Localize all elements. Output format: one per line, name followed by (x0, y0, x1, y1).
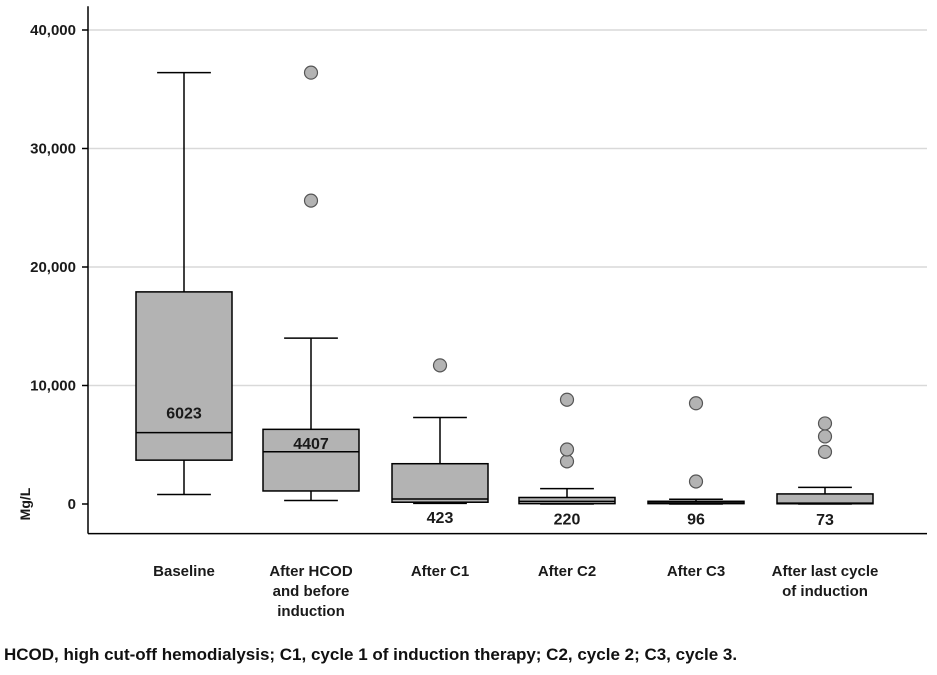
axes (82, 6, 927, 535)
box-group (647, 396, 745, 505)
box-group (135, 71, 233, 496)
x-category-label: After C3 (667, 563, 725, 580)
iqr-box (518, 496, 616, 505)
median-value-label: 6023 (166, 406, 202, 423)
box-group (391, 358, 489, 505)
labels: 0 10,000 20,000 30,000 40,000 Mg/L 6023 4407 423… (17, 22, 878, 620)
y-tick-label: 20,000 (30, 259, 76, 276)
outlier-point (817, 416, 833, 431)
outlier-point (559, 392, 575, 407)
outlier-point (303, 65, 319, 80)
outlier-point (559, 442, 575, 457)
x-category-label: After C1 (411, 563, 469, 580)
x-category-label: Baseline (153, 563, 215, 580)
median-value-label: 96 (687, 512, 705, 529)
outlier-point (559, 454, 575, 469)
iqr-box (135, 291, 233, 461)
iqr-box (776, 493, 874, 505)
iqr-box (391, 462, 489, 503)
y-tick-label: 30,000 (30, 141, 76, 158)
y-tick-label: 0 (68, 496, 76, 513)
gridlines (88, 29, 927, 387)
outlier-point (432, 358, 448, 373)
y-tick-label: 10,000 (30, 378, 76, 395)
iqr-box (262, 428, 360, 492)
median-value-label: 4407 (293, 436, 329, 453)
median-value-label: 220 (554, 512, 581, 529)
box-group (518, 392, 616, 505)
x-category-label: After HCOD and before induction (269, 563, 353, 620)
x-category-label: After C2 (538, 563, 596, 580)
outlier-point (688, 474, 704, 489)
box-group (262, 65, 360, 502)
y-axis-title: Mg/L (17, 487, 33, 520)
median-value-label: 73 (816, 512, 834, 529)
outlier-point (688, 396, 704, 411)
boxes (135, 65, 874, 505)
x-category-label: After last cycle of induction (772, 563, 879, 600)
outlier-point (303, 193, 319, 208)
box-group (776, 416, 874, 505)
y-tick-label: 40,000 (30, 22, 76, 39)
median-value-label: 423 (427, 510, 454, 527)
outlier-point (817, 444, 833, 459)
figure-caption: HCOD, high cut-off hemodialysis; C1, cyc… (4, 645, 738, 664)
outlier-point (817, 429, 833, 444)
